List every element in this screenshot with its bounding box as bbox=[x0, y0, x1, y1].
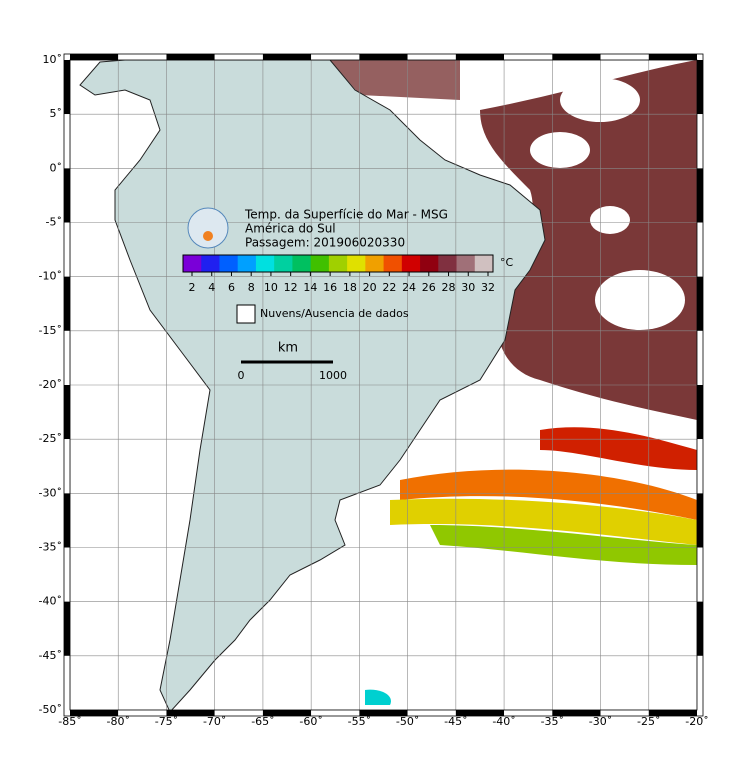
colorbar-label: 2 bbox=[189, 281, 196, 294]
lat-tick-label: -45˚ bbox=[39, 649, 62, 662]
colorbar-label: 16 bbox=[323, 281, 337, 294]
sst-band bbox=[400, 469, 697, 520]
colorbar-swatch bbox=[365, 255, 385, 272]
lon-tick-label: -85˚ bbox=[58, 715, 81, 728]
colorbar-swatch bbox=[237, 255, 257, 272]
lat-tick-label: -35˚ bbox=[39, 541, 62, 554]
inpe-logo-dot bbox=[203, 231, 213, 241]
lon-tick-label: -25˚ bbox=[637, 715, 660, 728]
lon-tick-label: -75˚ bbox=[155, 715, 178, 728]
lon-tick-label: -80˚ bbox=[106, 715, 129, 728]
colorbar-unit: °C bbox=[500, 256, 514, 269]
colorbar-swatch bbox=[401, 255, 421, 272]
title-line: Passagem: 201906020330 bbox=[245, 236, 405, 250]
colorbar-label: 6 bbox=[228, 281, 235, 294]
colorbar-label: 28 bbox=[442, 281, 456, 294]
colorbar-label: 24 bbox=[402, 281, 416, 294]
colorbar-label: 14 bbox=[303, 281, 317, 294]
lat-tick-label: -40˚ bbox=[39, 595, 62, 608]
lon-tick-label: -60˚ bbox=[299, 715, 322, 728]
lon-tick-label: -70˚ bbox=[203, 715, 226, 728]
lon-tick-label: -55˚ bbox=[348, 715, 371, 728]
lat-tick-label: 10˚ bbox=[43, 53, 63, 66]
lon-tick-label: -45˚ bbox=[444, 715, 467, 728]
colorbar-swatch bbox=[456, 255, 476, 272]
colorbar-swatch bbox=[255, 255, 275, 272]
colorbar-label: 4 bbox=[208, 281, 215, 294]
sst-band bbox=[540, 427, 697, 470]
cloud bbox=[530, 132, 590, 168]
lat-tick-label: 5˚ bbox=[50, 107, 63, 120]
legend-swatch bbox=[236, 304, 256, 324]
scale-end: 1000 bbox=[319, 369, 347, 382]
lat-tick-label: -25˚ bbox=[39, 432, 62, 445]
colorbar-label: 26 bbox=[422, 281, 436, 294]
cloud bbox=[590, 206, 630, 234]
colorbar-swatch bbox=[328, 255, 348, 272]
colorbar-swatch bbox=[201, 255, 220, 272]
sst-band bbox=[390, 498, 697, 545]
colorbar-label: 8 bbox=[248, 281, 255, 294]
colorbar-swatch bbox=[474, 255, 494, 272]
lat-tick-label: -5˚ bbox=[46, 216, 62, 229]
colorbar-swatch bbox=[219, 255, 239, 272]
scale-start: 0 bbox=[238, 369, 245, 382]
frame bbox=[63, 53, 704, 717]
legend-label: Nuvens/Ausencia de dados bbox=[260, 307, 409, 320]
lon-tick-label: -30˚ bbox=[589, 715, 612, 728]
colorbar-swatch bbox=[347, 255, 366, 272]
colorbar-swatch bbox=[292, 255, 312, 272]
scale-unit: km bbox=[278, 341, 298, 356]
sst-band bbox=[430, 525, 697, 565]
colorbar-label: 10 bbox=[264, 281, 278, 294]
colorbar-swatch bbox=[274, 255, 293, 272]
cloud bbox=[560, 78, 640, 122]
colorbar-label: 30 bbox=[461, 281, 475, 294]
lat-tick-label: -50˚ bbox=[39, 703, 62, 716]
frame bbox=[69, 59, 698, 711]
lat-tick-label: -10˚ bbox=[39, 270, 62, 283]
colorbar-swatch bbox=[183, 255, 202, 272]
lat-tick-label: -15˚ bbox=[39, 324, 62, 337]
colorbar-label: 32 bbox=[481, 281, 495, 294]
colorbar-border bbox=[182, 254, 494, 273]
lat-tick-label: 0˚ bbox=[50, 161, 63, 174]
colorbar-label: 22 bbox=[382, 281, 396, 294]
title-line: Temp. da Superfície do Mar - MSG bbox=[244, 208, 448, 222]
lon-tick-label: -65˚ bbox=[251, 715, 274, 728]
lon-tick-label: -50˚ bbox=[396, 715, 419, 728]
colorbar-swatch bbox=[420, 255, 439, 272]
sst-cold bbox=[365, 689, 391, 705]
lon-tick-label: -40˚ bbox=[492, 715, 515, 728]
lat-tick-label: -30˚ bbox=[39, 486, 62, 499]
cloud bbox=[595, 270, 685, 330]
colorbar-swatch bbox=[383, 255, 403, 272]
colorbar-label: 12 bbox=[284, 281, 298, 294]
lat-tick-label: -20˚ bbox=[39, 378, 62, 391]
sst-warm bbox=[330, 60, 460, 100]
colorbar-swatch bbox=[310, 255, 330, 272]
inpe-logo bbox=[187, 207, 229, 249]
colorbar-label: 18 bbox=[343, 281, 357, 294]
lon-tick-label: -20˚ bbox=[685, 715, 708, 728]
lon-tick-label: -35˚ bbox=[541, 715, 564, 728]
title-line: América do Sul bbox=[245, 222, 336, 236]
colorbar-swatch bbox=[438, 255, 458, 272]
colorbar-label: 20 bbox=[363, 281, 377, 294]
